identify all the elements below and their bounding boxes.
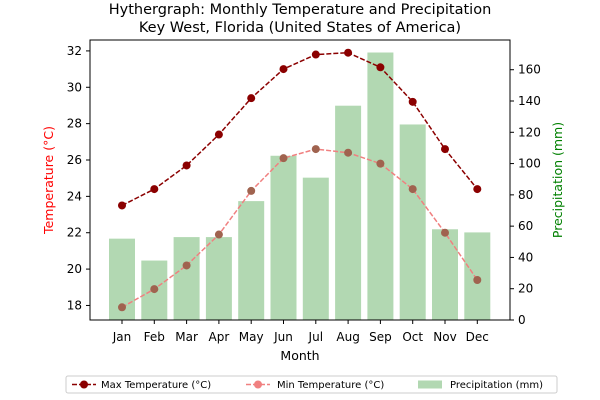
min-temp-line	[121, 148, 478, 308]
x-tick-label: Dec	[466, 330, 489, 344]
x-tick-label: Jan	[112, 330, 132, 344]
max-temp-point-dec	[473, 185, 482, 194]
x-tick-label: Jun	[273, 330, 293, 344]
x-tick-label: Jul	[308, 330, 323, 344]
min-temp-point-sep	[376, 159, 385, 168]
min-temp-point-mar	[182, 261, 191, 270]
y-left-tick-label: 30	[67, 80, 82, 94]
precip-bar-oct	[399, 124, 426, 321]
legend-max-label: Max Temperature (°C)	[101, 380, 211, 391]
max-temp-point-nov	[441, 145, 449, 154]
min-temp-point-nov	[441, 228, 449, 237]
min-temp-point-oct	[408, 185, 417, 194]
y-right-tick-label: 100	[518, 157, 541, 171]
x-tick-label: Apr	[209, 330, 230, 344]
y-right-tick-label: 60	[518, 219, 533, 233]
y-right-tick-label: 40	[518, 250, 533, 264]
precip-bar-nov	[432, 229, 458, 320]
y-right-tick-label: 80	[518, 188, 533, 202]
axes: 18 20 22 24 26 28 30 32 0 20 40 60 80 100 120 140 160 Jan…	[67, 39, 541, 344]
x-tick-label: Nov	[433, 330, 456, 344]
max-temp-point-sep	[376, 63, 385, 72]
legend-box	[65, 375, 558, 394]
y-axis-right-label: Precipitation (mm)	[550, 122, 565, 238]
y-left-tick-label: 22	[67, 226, 82, 240]
precip-bar-apr	[205, 237, 232, 320]
min-temp-point-may	[247, 186, 256, 195]
precip-bar-sep	[367, 52, 394, 320]
plot-frame	[89, 39, 511, 321]
chart-title-line1: Hythergraph: Monthly Temperature and Pre…	[109, 2, 492, 18]
legend-precip-swatch	[418, 380, 442, 389]
max-temp-point-oct	[408, 97, 417, 106]
min-temp-point-aug	[344, 148, 353, 157]
y-left-tick-label: 24	[67, 189, 82, 203]
max-temp-point-feb	[150, 185, 159, 194]
max-temp-point-aug	[344, 48, 353, 57]
precip-bar-may	[238, 201, 265, 320]
y-right-tick-label: 120	[518, 125, 541, 139]
x-axis-label: Month	[280, 348, 319, 363]
max-temp-point-may	[247, 94, 256, 103]
legend-min-marker	[254, 380, 262, 389]
x-tick-label: Mar	[175, 330, 198, 344]
legend: Max Temperature (°C) Min Temperature (°C…	[65, 375, 558, 394]
x-tick-label: Feb	[144, 330, 165, 344]
chart-title-line2: Key West, Florida (United States of Amer…	[139, 20, 461, 36]
max-temp-point-jun	[279, 65, 288, 74]
y-left-tick-label: 18	[67, 298, 82, 312]
y-left-tick-label: 32	[67, 44, 82, 58]
y-axis-left-label: Temperature (°C)	[41, 126, 56, 235]
max-temp-line	[121, 51, 478, 207]
precip-bar-aug	[335, 105, 362, 320]
y-left-tick-label: 20	[67, 262, 82, 276]
max-temp-point-apr	[214, 130, 223, 139]
precipitation-bars	[109, 52, 491, 321]
temperature-lines	[118, 48, 482, 312]
precip-bar-jun	[270, 155, 297, 320]
min-temp-point-jan	[118, 303, 126, 312]
y-left-tick-label: 28	[67, 117, 82, 131]
x-tick-label: May	[239, 330, 264, 344]
y-right-tick-label: 160	[518, 63, 541, 77]
y-right-tick-label: 140	[518, 94, 541, 108]
min-temp-point-feb	[150, 285, 159, 294]
x-tick-label: Aug	[336, 330, 359, 344]
y-left-tick-label: 26	[67, 153, 82, 167]
x-tick-label: Sep	[369, 330, 392, 344]
max-temp-point-jan	[118, 201, 126, 210]
min-temp-point-apr	[214, 230, 223, 239]
y-right-tick-label: 20	[518, 282, 533, 296]
legend-max-marker	[80, 380, 88, 389]
min-temp-point-jun	[279, 154, 288, 163]
legend-min-label: Min Temperature (°C)	[277, 380, 384, 391]
min-temp-point-jul	[311, 145, 320, 154]
y-right-tick-label: 0	[518, 313, 526, 327]
max-temp-point-jul	[311, 50, 320, 59]
max-temp-point-mar	[182, 161, 191, 170]
precip-bar-mar	[173, 237, 200, 320]
min-temp-point-dec	[473, 276, 482, 284]
x-tick-label: Oct	[402, 330, 423, 344]
precip-bar-jul	[302, 177, 329, 320]
legend-precip-label: Precipitation (mm)	[450, 380, 543, 391]
